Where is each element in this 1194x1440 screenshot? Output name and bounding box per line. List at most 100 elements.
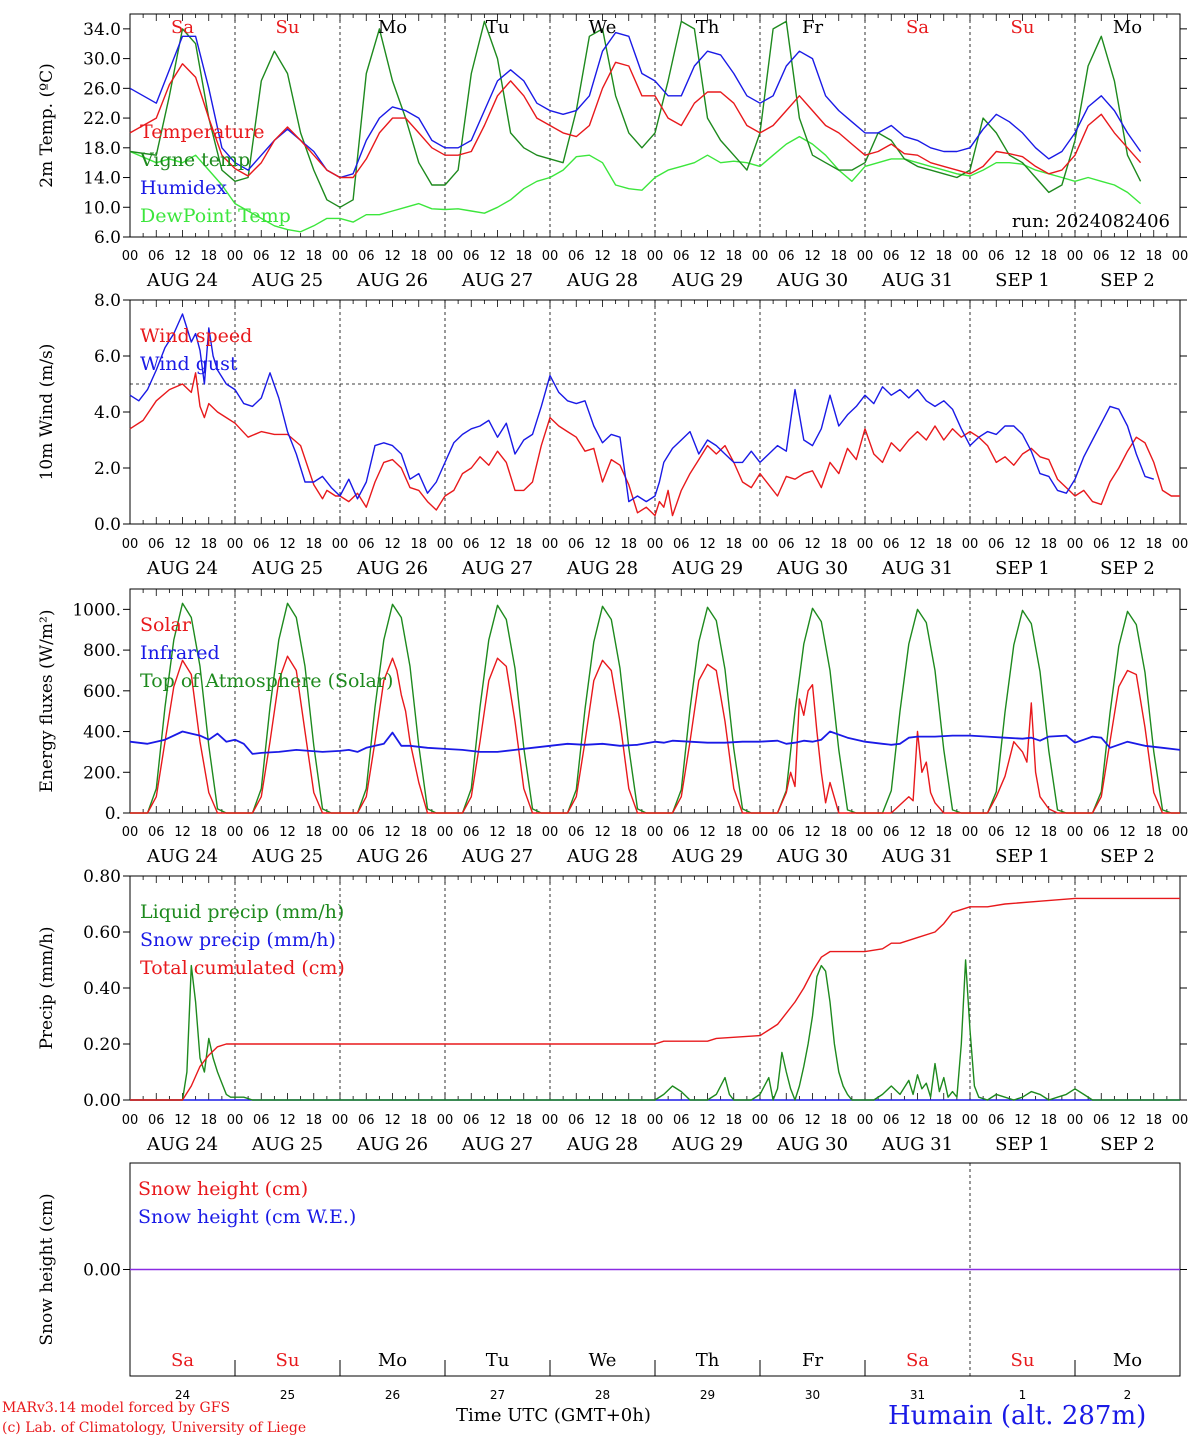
hour-label: 18 xyxy=(515,537,532,552)
hour-label: 12 xyxy=(699,249,716,264)
date-label: AUG 25 xyxy=(251,558,323,579)
hour-label: 00 xyxy=(1172,1113,1189,1128)
hour-label: 00 xyxy=(542,1113,559,1128)
hour-label: 06 xyxy=(883,249,900,264)
hour-label: 06 xyxy=(253,1113,270,1128)
date-label: SEP 2 xyxy=(1100,846,1155,867)
hour-label: 06 xyxy=(883,537,900,552)
hour-label: 00 xyxy=(437,825,454,840)
hour-label: 18 xyxy=(725,537,742,552)
day-name: Su xyxy=(1011,17,1035,38)
hour-label: 00 xyxy=(752,249,769,264)
y-tick-label: 18.0 xyxy=(83,139,121,159)
hour-label: 06 xyxy=(463,825,480,840)
hour-label: 00 xyxy=(1067,537,1084,552)
legend-entry: Snow precip (mm/h) xyxy=(140,929,336,951)
hour-label: 18 xyxy=(305,1113,322,1128)
day-name: Su xyxy=(276,1350,300,1371)
hour-label: 00 xyxy=(962,249,979,264)
hour-label: 18 xyxy=(830,1113,847,1128)
day-number: 24 xyxy=(175,1388,190,1402)
hour-label: 06 xyxy=(988,537,1005,552)
y-axis-label: 2m Temp. (ºC) xyxy=(37,63,57,188)
hour-label: 06 xyxy=(568,825,585,840)
date-label: AUG 27 xyxy=(461,846,533,867)
date-label: AUG 27 xyxy=(461,1134,533,1155)
hour-label: 18 xyxy=(620,537,637,552)
hour-label: 18 xyxy=(830,825,847,840)
hour-label: 00 xyxy=(227,1113,244,1128)
hour-label: 00 xyxy=(1172,249,1189,264)
hour-label: 06 xyxy=(988,1113,1005,1128)
hour-label: 12 xyxy=(174,1113,191,1128)
hour-label: 12 xyxy=(1119,537,1136,552)
series-line-total-cumulated-cm- xyxy=(130,897,1180,1101)
hour-label: 18 xyxy=(935,537,952,552)
hour-label: 12 xyxy=(1014,249,1031,264)
hour-label: 06 xyxy=(1093,1113,1110,1128)
day-name: Sa xyxy=(171,17,194,38)
day-name: Sa xyxy=(906,17,929,38)
date-label: AUG 24 xyxy=(146,846,218,867)
legend-entry: Top of Atmosphere (Solar) xyxy=(140,670,393,692)
day-name: We xyxy=(589,17,617,38)
hour-label: 12 xyxy=(909,249,926,264)
hour-label: 18 xyxy=(305,825,322,840)
legend-entry: Solar xyxy=(140,614,192,636)
hour-label: 06 xyxy=(148,1113,165,1128)
series-line-humidex xyxy=(129,31,1142,179)
date-label: AUG 28 xyxy=(566,846,638,867)
day-number: 28 xyxy=(595,1388,610,1402)
y-tick-label: 4.0 xyxy=(94,403,121,423)
date-label: AUG 25 xyxy=(251,846,323,867)
hour-label: 00 xyxy=(332,249,349,264)
date-label: AUG 31 xyxy=(881,270,953,291)
hour-label: 06 xyxy=(778,825,795,840)
date-label: AUG 27 xyxy=(461,558,533,579)
day-name: Fr xyxy=(802,17,823,38)
hour-label: 00 xyxy=(962,537,979,552)
hour-label: 12 xyxy=(489,249,506,264)
y-tick-label: 0.60 xyxy=(83,923,121,943)
hour-label: 18 xyxy=(410,249,427,264)
hour-label: 12 xyxy=(594,825,611,840)
date-label: AUG 28 xyxy=(566,270,638,291)
date-label: AUG 29 xyxy=(671,558,743,579)
date-label: AUG 25 xyxy=(251,270,323,291)
panel-wind: 0.0 2.0 4.0 6.0 8.0 10m Wind (m/s) Wind speed W… xyxy=(37,291,1188,579)
hour-label: 00 xyxy=(332,1113,349,1128)
hour-label: 18 xyxy=(200,1113,217,1128)
day-name: Fr xyxy=(802,1350,823,1371)
hour-label: 18 xyxy=(935,825,952,840)
hour-label: 06 xyxy=(883,825,900,840)
y-axis-label: Energy fluxes (W/m²) xyxy=(37,610,57,793)
hour-label: 00 xyxy=(542,825,559,840)
date-label: SEP 2 xyxy=(1100,270,1155,291)
series-line-solar xyxy=(130,655,1180,814)
hour-label: 12 xyxy=(804,249,821,264)
day-name: Sa xyxy=(906,1350,929,1371)
legend-entry: Liquid precip (mm/h) xyxy=(140,901,344,923)
y-tick-label: 6.0 xyxy=(94,228,121,248)
date-label: SEP 1 xyxy=(995,558,1050,579)
hour-label: 00 xyxy=(962,1113,979,1128)
hour-label: 06 xyxy=(988,825,1005,840)
y-tick-label: 400. xyxy=(83,723,121,743)
hour-label: 06 xyxy=(1093,825,1110,840)
hour-label: 00 xyxy=(857,537,874,552)
hour-label: 06 xyxy=(358,249,375,264)
series-line-vigne-temp xyxy=(129,20,1142,209)
hour-label: 18 xyxy=(200,825,217,840)
hour-label: 00 xyxy=(437,537,454,552)
date-label: AUG 24 xyxy=(146,1134,218,1155)
series-line-temperature xyxy=(129,61,1142,179)
hour-label: 00 xyxy=(542,249,559,264)
date-label: AUG 30 xyxy=(776,1134,848,1155)
y-tick-label: 10.0 xyxy=(83,198,121,218)
hour-label: 00 xyxy=(122,1113,139,1128)
date-label: AUG 24 xyxy=(146,270,218,291)
y-tick-label: 800. xyxy=(83,641,121,661)
hour-label: 12 xyxy=(489,1113,506,1128)
hour-label: 06 xyxy=(883,1113,900,1128)
